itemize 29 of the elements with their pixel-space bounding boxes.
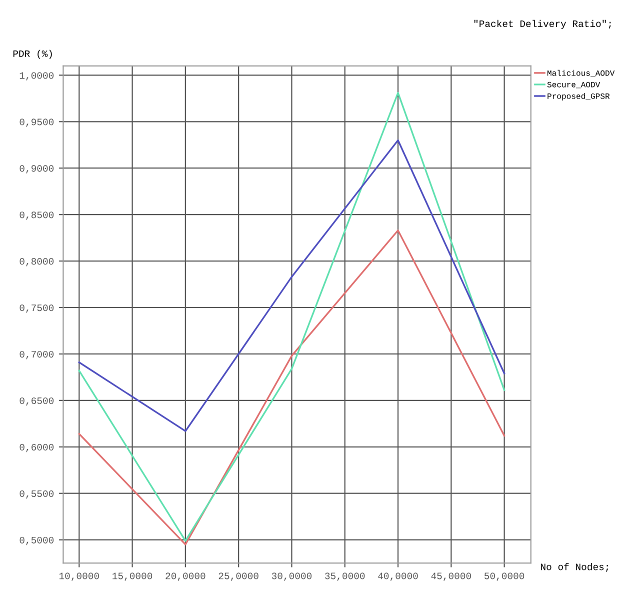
y-tick-label: 0,6500: [20, 397, 54, 406]
legend-label: Secure_AODV: [547, 82, 600, 88]
legend-label: Proposed_GPSR: [548, 92, 610, 100]
chart-title: "Packet Delivery Ratio";: [474, 20, 611, 29]
x-tick-label: 50,0000: [484, 572, 524, 581]
y-tick-label: 0,5000: [20, 536, 54, 546]
y-tick-label: 0,7500: [20, 304, 54, 313]
y-tick-label: 0,7000: [20, 350, 54, 360]
x-tick-label: 20,0000: [166, 572, 206, 581]
y-axis-title: PDR (%): [13, 50, 52, 59]
y-tick-label: 0,8000: [20, 258, 54, 266]
y-tick-label: 0,9500: [20, 118, 54, 127]
y-tick-label: 0,5500: [20, 490, 54, 499]
x-tick-label: 30,0000: [272, 572, 312, 581]
line-series: [78, 139, 506, 432]
x-tick-label: 25,0000: [218, 572, 258, 581]
x-axis-title: No of Nodes;: [541, 563, 608, 572]
x-tick-label: 15,0000: [112, 572, 152, 581]
line-series: [78, 92, 506, 542]
x-tick-label: 35,0000: [325, 572, 365, 581]
x-tick-label: 45,0000: [431, 572, 471, 581]
y-tick-label: 0,6000: [20, 444, 54, 452]
y-tick-label: 1,0000: [20, 72, 54, 80]
x-tick-label: 10,0000: [59, 572, 99, 581]
x-tick-label: 40,0000: [378, 572, 418, 581]
line-series: [78, 230, 506, 546]
y-tick-label: 0,8500: [20, 212, 54, 220]
legend-label: Malicious_AODV: [548, 70, 615, 77]
y-tick-label: 0,9000: [20, 165, 54, 174]
